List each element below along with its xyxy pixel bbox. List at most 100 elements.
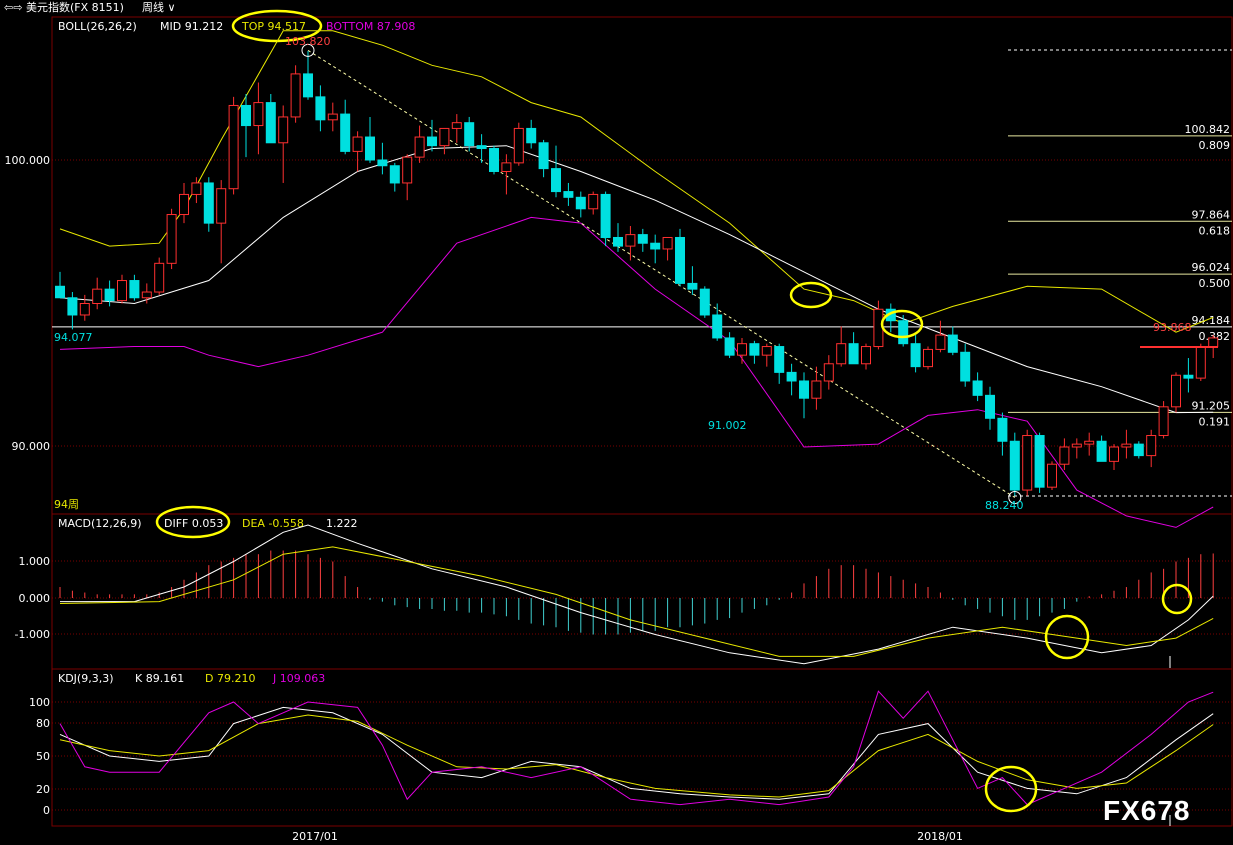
- macd-dea: DEA -0.558: [242, 517, 304, 530]
- candle-body: [117, 280, 127, 302]
- candle-body: [513, 127, 524, 164]
- kdj-panel: [59, 690, 1214, 806]
- highlight-ellipse: [1161, 583, 1193, 615]
- candle-body: [216, 188, 227, 224]
- candle-body: [501, 162, 512, 172]
- candle-body: [265, 102, 276, 144]
- candle-body: [1071, 443, 1082, 448]
- kdj-d: D 79.210: [205, 672, 255, 685]
- macd-name[interactable]: MACD(12,26,9): [58, 517, 142, 530]
- candle-body: [489, 148, 499, 172]
- macd-dea-line: [59, 546, 1214, 657]
- macd-y-tick: -1.000: [15, 628, 50, 641]
- boll-top: TOP 94.517: [241, 20, 306, 33]
- candle-body: [774, 346, 785, 373]
- fib-value: 96.024: [1192, 261, 1231, 274]
- last-price-label: 93.868: [1153, 321, 1192, 334]
- back-arrows-icon[interactable]: ⇦⇨: [4, 1, 23, 14]
- candle-body: [1133, 443, 1144, 457]
- candle-body: [476, 145, 487, 150]
- highlight-ellipse: [880, 309, 924, 339]
- trend-line: [307, 49, 1016, 498]
- boll-lower-line: [59, 216, 1214, 528]
- x-tick-2018: 2018/01: [917, 830, 963, 843]
- fib-value: 97.864: [1192, 208, 1231, 221]
- candle-body: [563, 191, 574, 198]
- boll-name[interactable]: BOLL(26,26,2): [58, 20, 137, 33]
- candle-body: [613, 236, 623, 247]
- candle-body: [761, 346, 772, 356]
- macd-value: 1.222: [326, 517, 358, 530]
- candle-body: [303, 73, 313, 98]
- kdj-k-line: [59, 706, 1214, 800]
- candle-body: [191, 182, 202, 195]
- candle-body: [451, 122, 462, 129]
- candle-body: [1171, 374, 1181, 408]
- candle-body: [910, 343, 921, 368]
- candle-body: [79, 303, 90, 316]
- candle-body: [699, 288, 710, 316]
- candle-body: [526, 127, 537, 144]
- kdj-name[interactable]: KDJ(9,3,3): [58, 672, 114, 685]
- highlight-ellipse-diff: [155, 505, 231, 539]
- low-label: 88.240: [985, 499, 1024, 512]
- candle-body: [588, 193, 599, 210]
- kdj-j: J 109.063: [272, 672, 325, 685]
- period-label: 周线: [142, 1, 164, 14]
- candle-body: [278, 116, 289, 144]
- bars-back-label: 94周: [54, 498, 79, 511]
- candle-body: [290, 73, 301, 118]
- boll-mid: MID 91.212: [160, 20, 223, 33]
- candle-body: [898, 320, 909, 345]
- main-y-tick: 100.000: [5, 154, 51, 167]
- candle-body: [811, 380, 822, 399]
- candle-body: [712, 314, 723, 339]
- candle-body: [365, 136, 375, 161]
- candle-body: [575, 196, 586, 210]
- candle-body: [104, 288, 115, 302]
- main-panel-frame: [51, 16, 1233, 515]
- candle-body: [675, 236, 685, 284]
- candle-body: [600, 193, 611, 238]
- candle-body: [315, 96, 326, 121]
- period-selector[interactable]: 周线 ∨: [142, 0, 176, 16]
- fibonacci-levels: 100.842 0.809 97.864 0.618 96.024 0.500 94.184…: [52, 49, 1232, 497]
- axis-labels: 100.000 90.000 1.000 0.000 -1.000 100 80 50 20 0 2…: [5, 154, 963, 843]
- candle-body: [402, 156, 413, 184]
- macd-panel: [59, 524, 1214, 665]
- boll-upper-line: [59, 30, 1214, 333]
- x-tick-2017: 2017/01: [292, 830, 338, 843]
- bollinger-lines: [59, 30, 1214, 528]
- candle-body: [340, 113, 351, 152]
- candle-body: [935, 334, 946, 350]
- candle-body: [1208, 337, 1219, 348]
- candle-body: [848, 343, 859, 365]
- boll-mid-line: [59, 145, 1214, 414]
- chevron-down-icon: ∨: [164, 1, 176, 14]
- candle-body: [985, 394, 995, 419]
- kdj-y-tick: 20: [36, 783, 50, 796]
- candle-body: [662, 236, 673, 250]
- kdj-j-line: [59, 690, 1214, 806]
- candle-body: [327, 113, 338, 121]
- candle-body: [414, 136, 425, 158]
- candle-body: [1146, 435, 1157, 457]
- kdj-y-tick: 80: [36, 717, 50, 730]
- watermark: FX678: [1103, 795, 1191, 826]
- fib-value: 100.842: [1185, 123, 1231, 136]
- candle-body: [972, 380, 983, 396]
- title-bar: ⇦⇨ 美元指数(FX 8151) 周线 ∨: [0, 0, 1233, 16]
- macd-y-tick: 1.000: [19, 555, 51, 568]
- candle-body: [166, 214, 177, 264]
- candle-body: [836, 343, 847, 365]
- macd-diff: DIFF 0.053: [164, 517, 223, 530]
- candle-body: [1183, 374, 1194, 379]
- candle-body: [1034, 435, 1045, 488]
- fib-value: 94.184: [1192, 314, 1231, 327]
- candle-body: [960, 351, 971, 382]
- kdj-k: K 89.161: [135, 672, 184, 685]
- candle-body: [997, 417, 1008, 442]
- candle-body: [724, 337, 735, 356]
- fib-ratio: 0.500: [1199, 277, 1231, 290]
